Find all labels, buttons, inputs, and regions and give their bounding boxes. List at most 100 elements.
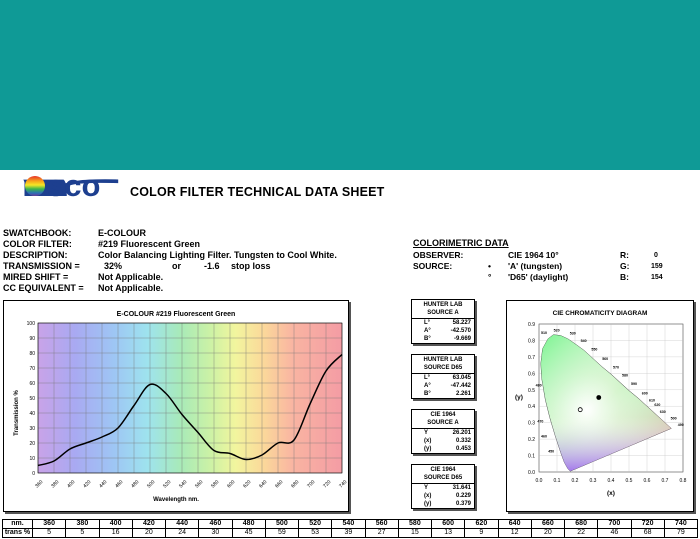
table-cell: 480 — [231, 519, 266, 529]
wavelength-label: 550 — [591, 347, 597, 351]
description-label: DESCRIPTION: — [3, 250, 68, 260]
g-label: G: — [620, 261, 630, 271]
table-row-nm: nm. 360 380 400 420 440 460 480 500 520 540 560 580 6… — [2, 519, 699, 529]
transmission-table: nm. 360 380 400 420 440 460 480 500 520 540 560 580 6… — [2, 519, 699, 538]
x-tick-label: 700 — [306, 479, 316, 489]
plot-frame — [37, 322, 343, 474]
table-cell: 720 — [630, 519, 665, 529]
wavelength-label: 520 — [554, 328, 560, 332]
lab-row: B° 2.261 — [424, 391, 471, 397]
wavelength-label: 470 — [537, 420, 543, 424]
colorimetric-heading: COLORIMETRIC DATA — [413, 238, 509, 248]
table-cell: 16 — [98, 528, 133, 538]
cie-x-tick: 0.5 — [626, 478, 633, 484]
table-row-trans: trans % 5 5 16 20 24 30 45 59 53 39 27 15 13 9 12 20 22 46… — [2, 528, 699, 538]
x-tick-label: 740 — [338, 479, 348, 489]
table-cell: 12 — [497, 528, 532, 538]
transmission-chart-panel: E-COLOUR #219 Fluorescent Green 0 10 20 30 4… — [3, 300, 349, 512]
cie-y-tick: 0.7 — [528, 355, 535, 361]
lab-row: L° 58.227 — [424, 320, 471, 326]
table-cell: 9 — [464, 528, 499, 538]
mired-shift-label: MIRED SHIFT = — [3, 272, 69, 282]
lab-row: B° -9.669 — [424, 336, 471, 342]
svg-text:r: r — [3, 172, 123, 200]
b-value: 154 — [651, 274, 663, 281]
x-tick-label: 420 — [82, 479, 92, 489]
transmission-percent: 32% — [104, 261, 123, 271]
r-label: R: — [620, 250, 629, 260]
table-cell: 520 — [297, 519, 333, 529]
wavelength-label: 600 — [642, 392, 648, 396]
table-cell: 740 — [663, 519, 699, 529]
cie-y-tick: 0.0 — [528, 470, 535, 476]
table-cell: 24 — [164, 528, 200, 538]
table-cell: 20 — [131, 528, 167, 538]
cie-y-tick: 0.5 — [528, 388, 535, 394]
x-tick-label: 400 — [66, 479, 76, 489]
cie-diagram-panel: CIE CHROMATICITY DIAGRAM 510 520 530 540 550… — [506, 300, 694, 512]
wavelength-label: 530 — [570, 332, 576, 336]
table-cell: 400 — [98, 519, 133, 529]
source-a-symbol: • — [488, 261, 491, 271]
x-tick-label: 480 — [130, 479, 140, 489]
y-tick-label: 0 — [32, 471, 35, 477]
wavelength-label: 540 — [581, 339, 587, 343]
table-cell: 680 — [563, 519, 599, 529]
source-d65-point — [577, 407, 583, 413]
cie-source-d65-box: CIE 1964 SOURCE D65 Y 31.641 (x) 0.229 (y) 0… — [411, 464, 475, 509]
lab-box-heading: HUNTER LAB SOURCE A — [412, 300, 474, 319]
y-tick-label: 20 — [29, 441, 35, 447]
x-tick-label: 360 — [34, 479, 44, 489]
source-label: SOURCE: — [413, 261, 453, 271]
description-value: Color Balancing Lighting Filter. Tungste… — [98, 250, 337, 260]
y-tick-label: 90 — [29, 336, 35, 342]
x-tick-label: 500 — [146, 479, 156, 489]
wavelength-label: 590 — [631, 382, 637, 386]
transmission-or: or — [172, 261, 181, 271]
cie-chromaticity-diagram: CIE CHROMATICITY DIAGRAM 510 520 530 540 550… — [515, 310, 687, 497]
color-swatch — [0, 0, 700, 170]
cie-x-tick: 0.2 — [572, 478, 579, 484]
cie-y-tick: 0.4 — [528, 404, 535, 410]
table-cell: 540 — [331, 519, 366, 529]
x-tick-label: 540 — [178, 479, 188, 489]
table-cell: 22 — [563, 528, 599, 538]
table-cell: 360 — [31, 519, 67, 529]
svg-text:sco: sco — [47, 172, 100, 200]
lab-box-heading: HUNTER LAB SOURCE D65 — [412, 355, 474, 374]
table-cell: 460 — [198, 519, 233, 529]
x-tick-label: 680 — [290, 479, 300, 489]
table-cell: 600 — [430, 519, 466, 529]
lab-row: A° -42.570 — [424, 328, 471, 334]
transmission-curve — [37, 353, 343, 467]
cie-source-a-box: CIE 1964 SOURCE A Y 26.201 (x) 0.332 (y) 0.4… — [411, 409, 475, 454]
cie-x-tick: 0.0 — [536, 478, 543, 484]
cie-x-tick: 0.8 — [680, 478, 687, 484]
cie-x-tick: 0.6 — [644, 478, 651, 484]
x-tick-label: 620 — [242, 479, 252, 489]
cie-y-tick: 0.9 — [528, 322, 535, 328]
table-cell: 640 — [497, 519, 532, 529]
y-tick-label: 50 — [29, 396, 35, 402]
hunter-lab-source-a-box: HUNTER LAB SOURCE A L° 58.227 A° -42.570 B°… — [411, 299, 475, 344]
x-tick-label: 640 — [258, 479, 268, 489]
chart-title: E-COLOUR #219 Fluorescent Green — [117, 311, 236, 318]
table-cell: 620 — [464, 519, 499, 529]
wavelength-label: 620 — [654, 403, 660, 407]
cie-y-tick: 0.8 — [528, 338, 535, 344]
y-tick-label: 10 — [29, 456, 35, 462]
wavelength-label: 580 — [622, 374, 628, 378]
y-tick-label: 60 — [29, 381, 35, 387]
lab-box-heading: CIE 1964 SOURCE A — [412, 410, 474, 429]
y-tick-label: 30 — [29, 426, 35, 432]
lab-row: A° -47.442 — [424, 383, 471, 389]
x-tick-label: 600 — [226, 479, 236, 489]
wavelength-label: 500 — [671, 416, 677, 420]
table-cell: 39 — [331, 528, 366, 538]
cie-x-label: (x) — [607, 490, 615, 497]
table-cell: 15 — [397, 528, 433, 538]
cie-y-tick: 0.1 — [528, 454, 535, 460]
table-cell: 380 — [65, 519, 100, 529]
cie-x-tick: 0.1 — [554, 478, 561, 484]
wavelength-label: 450 — [548, 449, 554, 453]
